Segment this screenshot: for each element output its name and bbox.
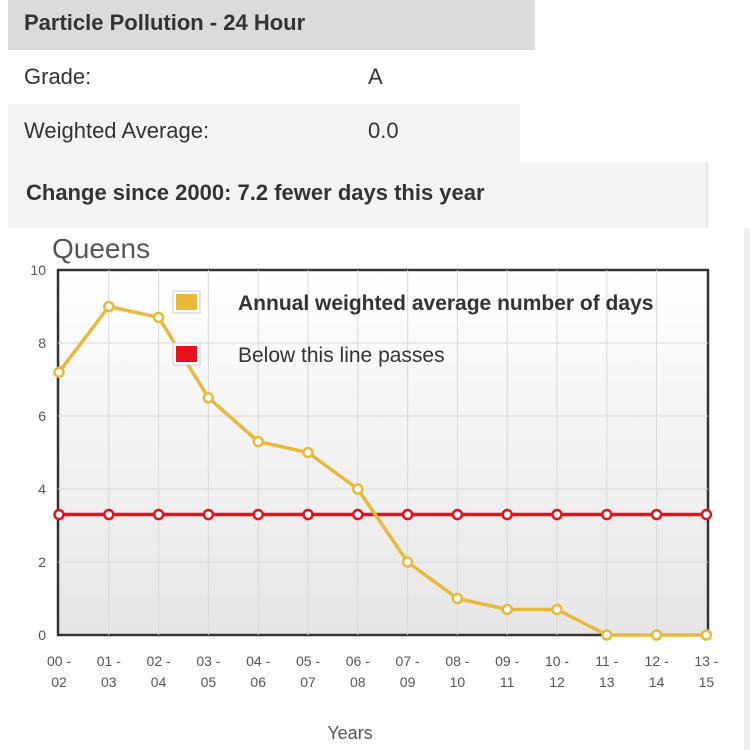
legend-swatch	[176, 294, 197, 310]
legend: Annual weighted average number of days Be…	[172, 290, 653, 367]
x-tick-label: 04	[151, 674, 167, 690]
x-tick-label: 11 -	[595, 653, 618, 669]
threshold-point	[401, 508, 414, 521]
y-tick-label: 2	[38, 554, 46, 570]
annual-average-point	[252, 435, 264, 448]
x-axis-label: Years	[327, 723, 372, 743]
threshold-point	[352, 508, 364, 521]
row-divider	[520, 104, 535, 162]
chart-title: Queens	[52, 233, 150, 264]
legend-label: Annual weighted average number of days	[238, 292, 653, 315]
x-tick-label: 15	[699, 674, 715, 690]
grade-value: A	[368, 64, 383, 89]
threshold-point	[302, 508, 314, 521]
threshold-point	[650, 508, 663, 521]
legend-swatch	[176, 346, 197, 362]
x-tick-label: 01 -	[97, 653, 121, 669]
weighted-average-value: 0.0	[368, 118, 399, 143]
annual-average-point	[601, 629, 613, 641]
annual-average-point	[551, 603, 563, 616]
series-lines	[53, 300, 713, 641]
x-tick-label: 10	[450, 674, 466, 690]
annual-average-point	[103, 300, 115, 313]
y-tick-label: 10	[30, 262, 46, 278]
x-tick-label: 06 -	[346, 653, 370, 669]
threshold-point	[252, 508, 264, 521]
annual-average-point	[352, 483, 364, 495]
x-tick-label: 00 -	[47, 653, 71, 669]
change-row: Change since 2000: 7.2 fewer days this y…	[8, 162, 706, 228]
annual-average-point	[53, 366, 65, 378]
weighted-average-row: Weighted Average: 0.0	[8, 104, 520, 162]
annual-average-point	[501, 603, 513, 616]
threshold-point	[501, 508, 513, 521]
threshold-point	[53, 508, 65, 521]
threshold-point	[601, 508, 613, 521]
threshold-point	[202, 508, 215, 521]
legend-label: Below this line passes	[238, 344, 445, 367]
threshold-point	[551, 508, 563, 521]
weighted-average-label: Weighted Average:	[24, 118, 210, 143]
section-header: Particle Pollution - 24 Hour	[8, 0, 535, 50]
x-tick-label: 08 -	[445, 653, 469, 669]
threshold-point	[451, 508, 464, 521]
change-text: Change since 2000: 7.2 fewer days this y…	[26, 180, 485, 205]
x-tick-label: 12	[549, 674, 565, 690]
x-tick-label: 05	[201, 674, 217, 690]
grade-row: Grade: A	[8, 50, 535, 104]
row-divider	[706, 162, 708, 228]
x-tick-label: 03	[101, 674, 117, 690]
x-tick-label: 08	[350, 674, 366, 690]
plot-area	[56, 268, 710, 637]
x-tick-label: 13	[599, 674, 615, 690]
x-tick-label: 02 -	[147, 653, 171, 669]
x-tick-label: 04 -	[246, 653, 270, 669]
x-tick-label: 07	[300, 674, 316, 690]
x-tick-label: 10 -	[545, 653, 569, 669]
annual-average-point	[650, 629, 663, 641]
x-tick-label: 07 -	[396, 653, 420, 669]
x-tick-label: 05 -	[296, 653, 320, 669]
annual-average-point	[302, 446, 314, 459]
x-tick-label: 09 -	[495, 653, 519, 669]
threshold-point	[152, 508, 165, 521]
x-tick-label: 06	[250, 674, 266, 690]
annual-average-point	[700, 629, 713, 641]
chart-right-edge	[744, 228, 750, 750]
annual-average-line	[57, 304, 709, 637]
annual-average-point	[152, 311, 165, 324]
section-title: Particle Pollution - 24 Hour	[24, 10, 306, 35]
annual-average-point	[401, 556, 414, 568]
y-tick-label: 6	[38, 408, 46, 424]
x-tick-label: 12 -	[645, 653, 669, 669]
grade-label: Grade:	[24, 64, 92, 89]
x-tick-label: 13 -	[694, 653, 718, 669]
x-tick-label: 11	[500, 674, 515, 690]
annual-average-point	[451, 592, 464, 605]
annual-average-point	[202, 392, 215, 404]
threshold-point	[103, 508, 115, 521]
threshold-point	[700, 508, 713, 521]
x-tick-label: 03 -	[196, 653, 220, 669]
y-tick-label: 0	[38, 627, 46, 643]
y-tick-label: 8	[38, 335, 46, 351]
x-tick-label: 02	[51, 674, 67, 690]
y-tick-label: 4	[38, 481, 46, 497]
x-tick-label: 14	[649, 674, 665, 690]
x-tick-label: 09	[400, 674, 416, 690]
